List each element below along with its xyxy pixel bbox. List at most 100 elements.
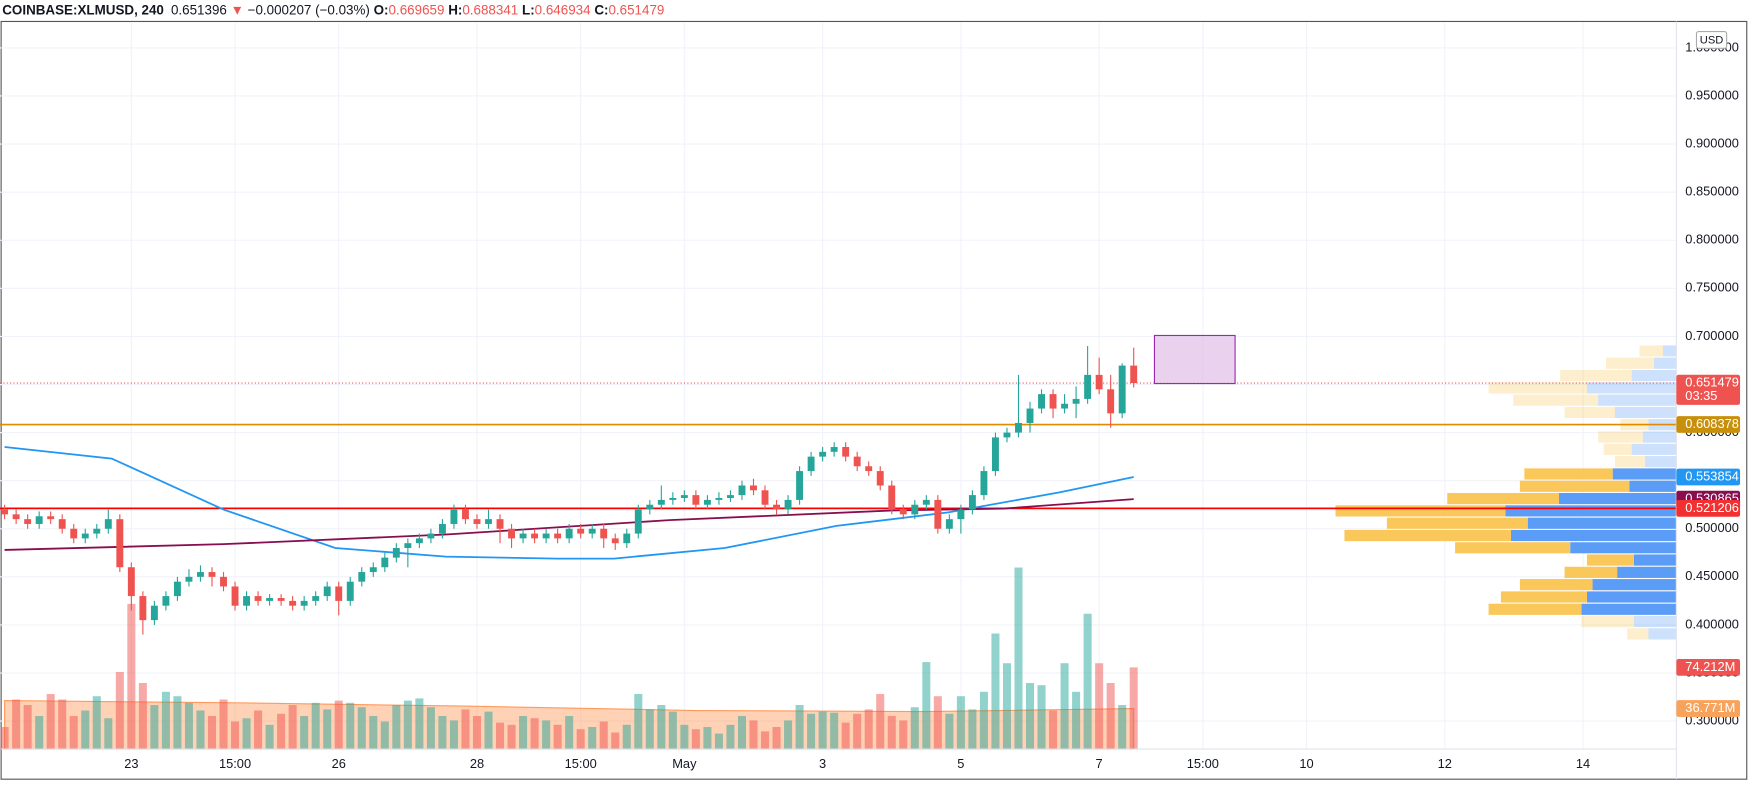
volume-bar bbox=[864, 709, 873, 750]
volume-bar bbox=[1025, 683, 1035, 750]
close-value: 0.651479 bbox=[608, 2, 664, 17]
volume-bar bbox=[588, 727, 597, 750]
candle-body bbox=[761, 490, 769, 505]
candle-body bbox=[1107, 389, 1115, 414]
volume-bar bbox=[472, 716, 481, 750]
candle-body bbox=[35, 516, 43, 524]
candle-body bbox=[254, 596, 262, 601]
volume-bar bbox=[691, 729, 700, 750]
volume-bar bbox=[369, 716, 378, 750]
volume-bar bbox=[1049, 710, 1058, 750]
profile-down bbox=[1614, 456, 1646, 468]
volume-bar bbox=[288, 705, 297, 750]
profile-up bbox=[1633, 615, 1677, 628]
profile-down bbox=[1581, 615, 1634, 628]
volume-bar bbox=[81, 710, 90, 750]
volume-bar bbox=[0, 727, 9, 750]
volume-bar bbox=[795, 705, 804, 750]
profile-down bbox=[1564, 406, 1615, 419]
volume-bar bbox=[23, 705, 32, 750]
candle-body bbox=[58, 519, 66, 529]
candle-body bbox=[1084, 374, 1092, 399]
candle-body bbox=[381, 557, 389, 568]
candle-body bbox=[899, 509, 907, 515]
volume-bar bbox=[565, 716, 574, 750]
candle-body bbox=[358, 572, 366, 582]
volume-bar bbox=[242, 718, 251, 750]
candle-body bbox=[1003, 432, 1011, 438]
volume-bar bbox=[35, 716, 44, 750]
profile-up bbox=[1510, 529, 1677, 542]
candle-body bbox=[784, 499, 792, 510]
volume-bar bbox=[323, 709, 332, 750]
candle-body bbox=[392, 548, 400, 558]
profile-down bbox=[1605, 357, 1655, 369]
volume-bar bbox=[553, 724, 562, 750]
candle-body bbox=[588, 528, 596, 534]
volume-bar bbox=[784, 720, 793, 750]
candle-body bbox=[70, 528, 78, 539]
frame bbox=[0, 20, 1748, 780]
candle-body bbox=[312, 596, 320, 601]
volume-bar bbox=[714, 733, 723, 750]
volume-bar bbox=[196, 710, 205, 750]
symbol: COINBASE:XLMUSD, 240 bbox=[2, 2, 164, 17]
candle-body bbox=[934, 499, 942, 529]
y-tick-label: 0.400000 bbox=[1685, 616, 1739, 631]
profile-down bbox=[1488, 603, 1582, 615]
candle-body bbox=[600, 528, 608, 539]
volume-bar bbox=[311, 702, 320, 750]
profile-up bbox=[1662, 345, 1677, 357]
volume-bar bbox=[161, 691, 170, 750]
high-key: H: bbox=[448, 2, 462, 17]
candle-body bbox=[519, 533, 527, 539]
volume-bar bbox=[496, 722, 505, 750]
volume-bar bbox=[611, 732, 620, 750]
volume-bar bbox=[979, 691, 988, 750]
candle-body bbox=[726, 495, 734, 498]
candle-body bbox=[1130, 365, 1138, 384]
candle-body bbox=[888, 485, 896, 510]
volume-bar bbox=[1037, 685, 1046, 750]
x-tick-label: 10 bbox=[1299, 756, 1313, 771]
volume-bar bbox=[1118, 705, 1127, 750]
candle-body bbox=[300, 600, 308, 606]
profile-up bbox=[1598, 394, 1677, 406]
volume-bar bbox=[737, 716, 746, 750]
candle-body bbox=[1015, 422, 1022, 433]
volume-label: 74.212M bbox=[1685, 659, 1735, 674]
candle-body bbox=[796, 471, 804, 500]
candle-body bbox=[646, 504, 654, 510]
candle-body bbox=[289, 600, 297, 606]
volume-bar bbox=[12, 699, 21, 750]
x-tick-label: 7 bbox=[1096, 756, 1103, 771]
candle-body bbox=[104, 519, 112, 529]
candle-body bbox=[243, 596, 251, 606]
volume-bar bbox=[1129, 667, 1138, 750]
profile-up bbox=[1642, 431, 1677, 443]
profile-down bbox=[1560, 369, 1632, 382]
last-price-label-box bbox=[1676, 374, 1741, 405]
volume-bar bbox=[991, 633, 1000, 750]
x-tick-label: 12 bbox=[1438, 756, 1452, 771]
candle-body bbox=[807, 456, 815, 472]
volume-bar bbox=[680, 724, 689, 750]
volume-bar bbox=[104, 718, 113, 750]
volume-bar bbox=[899, 720, 908, 750]
candle-body bbox=[208, 572, 216, 577]
candle-body bbox=[968, 495, 976, 510]
profile-up bbox=[1527, 517, 1677, 529]
volume-bar bbox=[449, 720, 458, 750]
x-tick-label: 28 bbox=[470, 756, 484, 771]
profile-down bbox=[1524, 468, 1613, 480]
profile-down bbox=[1564, 566, 1618, 578]
candle-body bbox=[911, 504, 919, 515]
x-tick-label: 14 bbox=[1576, 756, 1590, 771]
candle-body bbox=[1049, 394, 1057, 409]
volume-bar bbox=[346, 702, 355, 750]
profile-up bbox=[1629, 480, 1677, 492]
candle-body bbox=[404, 543, 412, 549]
last-price-label: 0.651479 bbox=[1685, 374, 1739, 389]
